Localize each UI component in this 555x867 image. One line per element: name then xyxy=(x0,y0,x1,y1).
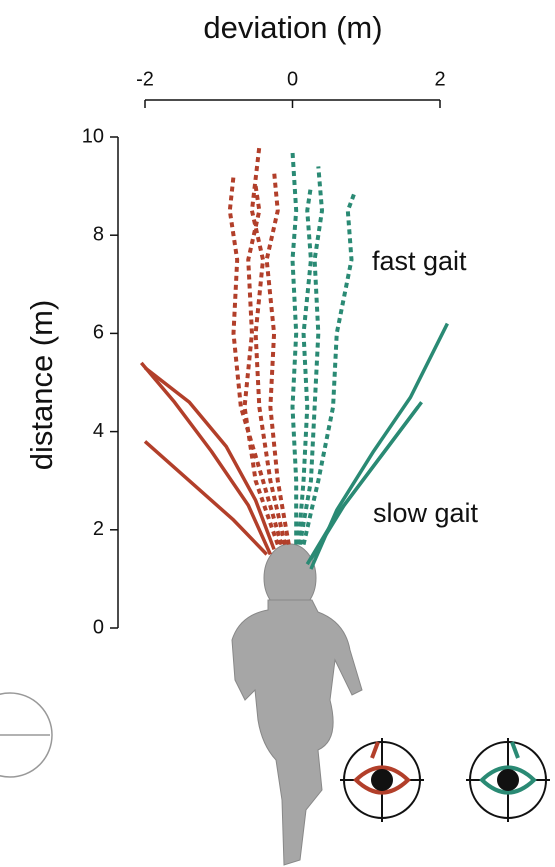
y-tick-label: 0 xyxy=(93,616,104,638)
compass-fragment xyxy=(0,693,52,777)
x-axis-title: deviation (m) xyxy=(203,10,382,45)
y-tick-label: 2 xyxy=(93,518,104,540)
eye-icon-right xyxy=(466,738,550,822)
x-tick-label: -2 xyxy=(136,68,154,90)
trajectory-dotted xyxy=(293,152,297,545)
annotation: slow gait xyxy=(373,498,479,528)
runner xyxy=(232,544,362,865)
y-axis-title: distance (m) xyxy=(24,300,59,471)
annotation: fast gait xyxy=(372,246,467,276)
chart: deviation (m) distance (m) fast gait slo… xyxy=(0,0,555,867)
trajectory xyxy=(311,324,447,570)
trajectory-dotted xyxy=(267,171,289,544)
trajectory xyxy=(145,441,267,554)
x-tick-label: 2 xyxy=(434,68,445,90)
y-tick-label: 4 xyxy=(93,420,104,442)
x-tick-label: 0 xyxy=(287,68,298,90)
eye-icon-left xyxy=(340,738,424,822)
y-tick-label: 10 xyxy=(82,125,104,147)
y-tick-label: 6 xyxy=(93,322,104,344)
y-tick-label: 8 xyxy=(93,223,104,245)
